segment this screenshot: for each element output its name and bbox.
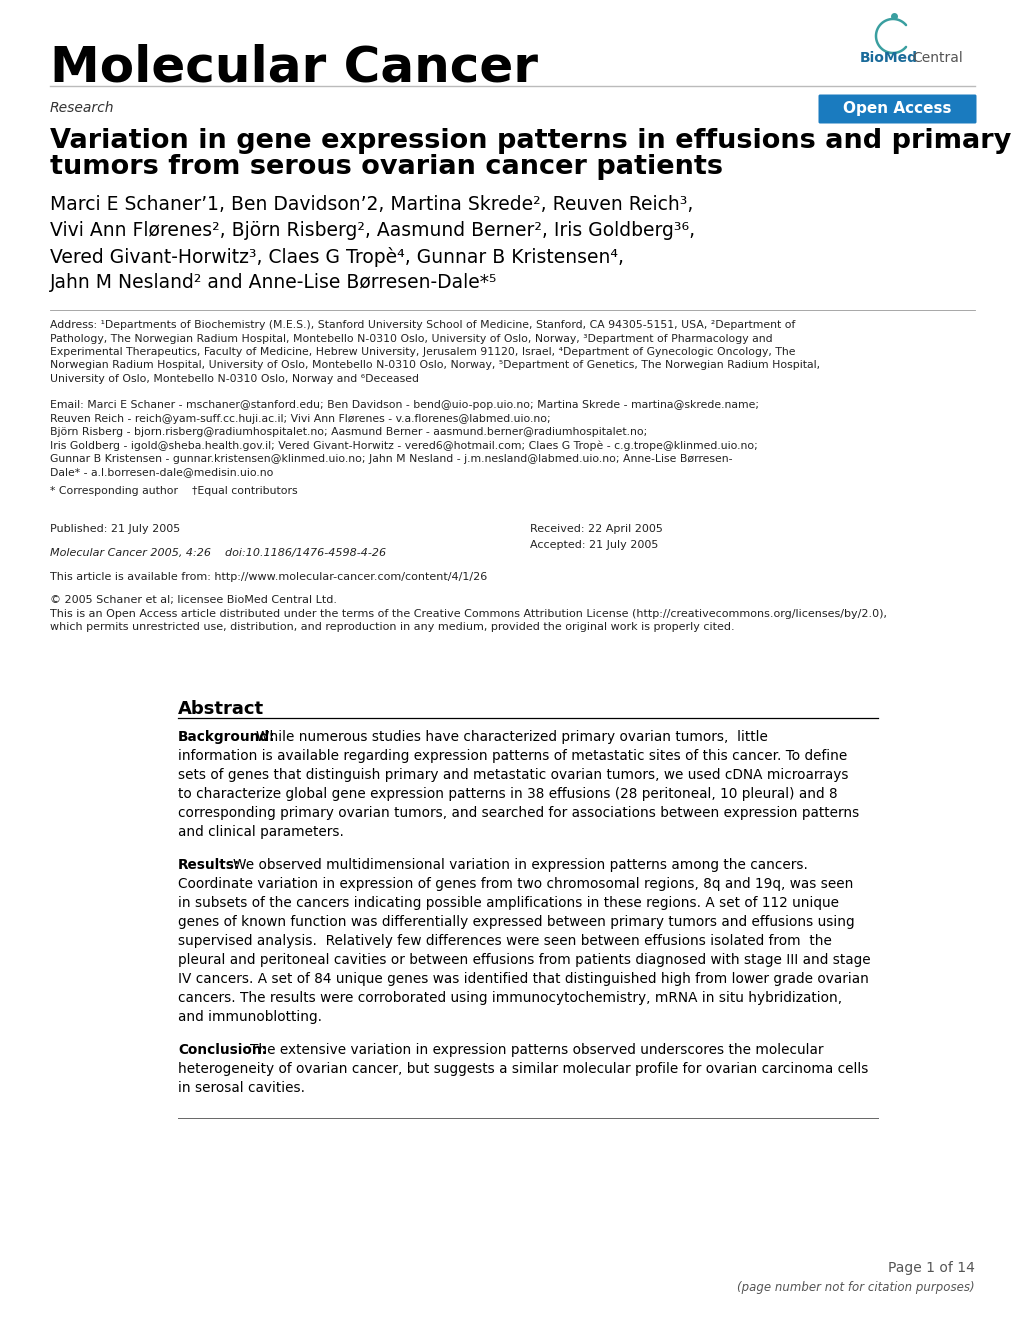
Text: Open Access: Open Access xyxy=(843,102,951,117)
Text: IV cancers. A set of 84 unique genes was identified that distinguished high from: IV cancers. A set of 84 unique genes was… xyxy=(178,972,868,986)
Text: Received: 22 April 2005: Received: 22 April 2005 xyxy=(530,524,662,534)
Text: © 2005 Schaner et al; licensee BioMed Central Ltd.: © 2005 Schaner et al; licensee BioMed Ce… xyxy=(50,594,336,605)
Text: Vivi Ann Flørenes², Björn Risberg², Aasmund Berner², Iris Goldberg³⁶,: Vivi Ann Flørenes², Björn Risberg², Aasm… xyxy=(50,221,694,240)
Text: pleural and peritoneal cavities or between effusions from patients diagnosed wit: pleural and peritoneal cavities or betwe… xyxy=(178,953,870,967)
Text: Jahn M Nesland² and Anne-Lise Børresen-Dale*⁵: Jahn M Nesland² and Anne-Lise Børresen-D… xyxy=(50,273,497,293)
Text: Vered Givant-Horwitz³, Claes G Tropè⁴, Gunnar B Kristensen⁴,: Vered Givant-Horwitz³, Claes G Tropè⁴, G… xyxy=(50,248,624,267)
Text: Molecular Cancer 2005, 4:26    doi:10.1186/1476-4598-4-26: Molecular Cancer 2005, 4:26 doi:10.1186/… xyxy=(50,548,386,557)
Text: to characterize global gene expression patterns in 38 effusions (28 peritoneal, : to characterize global gene expression p… xyxy=(178,786,837,801)
Text: Dale* - a.l.borresen-dale@medisin.uio.no: Dale* - a.l.borresen-dale@medisin.uio.no xyxy=(50,467,273,478)
Text: Norwegian Radium Hospital, University of Oslo, Montebello N-0310 Oslo, Norway, ⁵: Norwegian Radium Hospital, University of… xyxy=(50,360,819,371)
Text: Conclusion:: Conclusion: xyxy=(178,1043,267,1057)
Text: Email: Marci E Schaner - mschaner@stanford.edu; Ben Davidson - bend@uio-pop.uio.: Email: Marci E Schaner - mschaner@stanfo… xyxy=(50,400,758,410)
Text: heterogeneity of ovarian cancer, but suggests a similar molecular profile for ov: heterogeneity of ovarian cancer, but sug… xyxy=(178,1062,867,1076)
Text: Research: Research xyxy=(50,101,114,115)
Text: Reuven Reich - reich@yam-suff.cc.huji.ac.il; Vivi Ann Flørenes - v.a.florenes@la: Reuven Reich - reich@yam-suff.cc.huji.ac… xyxy=(50,413,550,424)
Text: Marci E Schaner’1, Ben Davidson’2, Martina Skrede², Reuven Reich³,: Marci E Schaner’1, Ben Davidson’2, Marti… xyxy=(50,195,693,214)
Text: Results:: Results: xyxy=(178,858,240,873)
Text: Background:: Background: xyxy=(178,730,275,744)
Text: Accepted: 21 July 2005: Accepted: 21 July 2005 xyxy=(530,540,657,549)
Text: Iris Goldberg - igold@sheba.health.gov.il; Vered Givant-Horwitz - vered6@hotmail: Iris Goldberg - igold@sheba.health.gov.i… xyxy=(50,441,757,451)
Text: Page 1 of 14: Page 1 of 14 xyxy=(888,1260,974,1275)
Text: Variation in gene expression patterns in effusions and primary: Variation in gene expression patterns in… xyxy=(50,128,1010,154)
Text: genes of known function was differentially expressed between primary tumors and : genes of known function was differential… xyxy=(178,915,854,929)
Text: in subsets of the cancers indicating possible amplifications in these regions. A: in subsets of the cancers indicating pos… xyxy=(178,896,839,910)
Text: in serosal cavities.: in serosal cavities. xyxy=(178,1080,305,1095)
Text: Published: 21 July 2005: Published: 21 July 2005 xyxy=(50,524,180,534)
Text: and clinical parameters.: and clinical parameters. xyxy=(178,825,343,839)
Text: Pathology, The Norwegian Radium Hospital, Montebello N-0310 Oslo, University of : Pathology, The Norwegian Radium Hospital… xyxy=(50,334,771,343)
FancyBboxPatch shape xyxy=(817,94,975,123)
Text: information is available regarding expression patterns of metastatic sites of th: information is available regarding expre… xyxy=(178,749,847,763)
Text: and immunoblotting.: and immunoblotting. xyxy=(178,1010,322,1023)
Text: cancers. The results were corroborated using immunocytochemistry, mRNA in situ h: cancers. The results were corroborated u… xyxy=(178,990,842,1005)
Text: tumors from serous ovarian cancer patients: tumors from serous ovarian cancer patien… xyxy=(50,154,722,180)
Text: This article is available from: http://www.molecular-cancer.com/content/4/1/26: This article is available from: http://w… xyxy=(50,572,487,583)
Text: While numerous studies have characterized primary ovarian tumors,  little: While numerous studies have characterize… xyxy=(256,730,767,744)
Text: sets of genes that distinguish primary and metastatic ovarian tumors, we used cD: sets of genes that distinguish primary a… xyxy=(178,768,848,782)
Text: Coordinate variation in expression of genes from two chromosomal regions, 8q and: Coordinate variation in expression of ge… xyxy=(178,876,853,891)
Text: * Corresponding author    †Equal contributors: * Corresponding author †Equal contributo… xyxy=(50,486,298,496)
Text: Molecular Cancer: Molecular Cancer xyxy=(50,44,537,91)
Text: We observed multidimensional variation in expression patterns among the cancers.: We observed multidimensional variation i… xyxy=(232,858,807,873)
Text: The extensive variation in expression patterns observed underscores the molecula: The extensive variation in expression pa… xyxy=(250,1043,822,1057)
Text: (page number not for citation purposes): (page number not for citation purposes) xyxy=(737,1280,974,1294)
Text: supervised analysis.  Relatively few differences were seen between effusions iso: supervised analysis. Relatively few diff… xyxy=(178,933,832,948)
Text: Address: ¹Departments of Biochemistry (M.E.S.), Stanford University School of Me: Address: ¹Departments of Biochemistry (M… xyxy=(50,320,795,330)
Text: Abstract: Abstract xyxy=(178,700,264,718)
Text: BioMed: BioMed xyxy=(859,52,917,65)
Text: University of Oslo, Montebello N-0310 Oslo, Norway and ⁶Deceased: University of Oslo, Montebello N-0310 Os… xyxy=(50,373,419,384)
Text: Central: Central xyxy=(911,52,962,65)
Text: which permits unrestricted use, distribution, and reproduction in any medium, pr: which permits unrestricted use, distribu… xyxy=(50,622,734,632)
Text: Björn Risberg - bjorn.risberg@radiumhospitalet.no; Aasmund Berner - aasmund.bern: Björn Risberg - bjorn.risberg@radiumhosp… xyxy=(50,428,647,437)
Text: Gunnar B Kristensen - gunnar.kristensen@klinmed.uio.no; Jahn M Nesland - j.m.nes: Gunnar B Kristensen - gunnar.kristensen@… xyxy=(50,454,732,463)
Text: corresponding primary ovarian tumors, and searched for associations between expr: corresponding primary ovarian tumors, an… xyxy=(178,806,858,820)
Text: Experimental Therapeutics, Faculty of Medicine, Hebrew University, Jerusalem 911: Experimental Therapeutics, Faculty of Me… xyxy=(50,347,795,357)
Text: This is an Open Access article distributed under the terms of the Creative Commo: This is an Open Access article distribut… xyxy=(50,609,887,620)
